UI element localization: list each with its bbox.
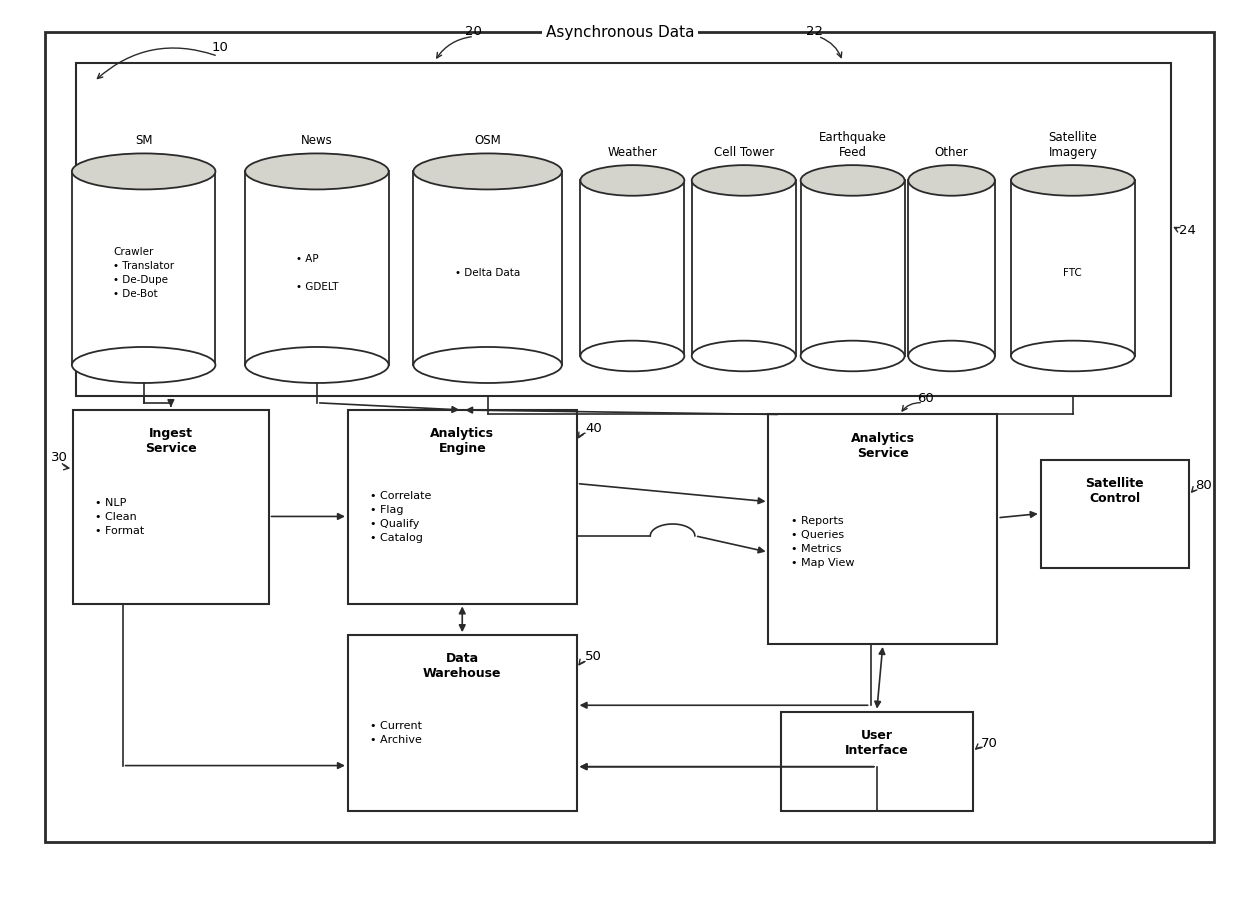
- Text: • Delta Data: • Delta Data: [455, 268, 521, 278]
- Text: Satellite
Imagery: Satellite Imagery: [1048, 131, 1097, 159]
- Ellipse shape: [413, 154, 562, 190]
- Text: Earthquake
Feed: Earthquake Feed: [818, 131, 887, 159]
- Text: • Current
• Archive: • Current • Archive: [370, 720, 422, 744]
- Ellipse shape: [246, 154, 388, 190]
- Text: 40: 40: [585, 421, 603, 434]
- Text: Weather: Weather: [608, 146, 657, 159]
- Ellipse shape: [692, 166, 796, 197]
- Text: Cell Tower: Cell Tower: [713, 146, 774, 159]
- Text: • Correlate
• Flag
• Qualify
• Catalog: • Correlate • Flag • Qualify • Catalog: [370, 491, 432, 543]
- Text: User
Interface: User Interface: [844, 728, 909, 756]
- Bar: [908, 181, 994, 356]
- Bar: [801, 181, 904, 356]
- Bar: [781, 712, 972, 811]
- Text: 10: 10: [212, 41, 228, 54]
- Text: Crawler
• Translator
• De-Dupe
• De-Bot: Crawler • Translator • De-Dupe • De-Bot: [113, 247, 175, 299]
- Text: 30: 30: [51, 450, 68, 463]
- Bar: [246, 172, 388, 365]
- Ellipse shape: [580, 341, 684, 372]
- Text: • Reports
• Queries
• Metrics
• Map View: • Reports • Queries • Metrics • Map View: [791, 515, 854, 567]
- Ellipse shape: [908, 166, 994, 197]
- Bar: [76, 64, 1171, 397]
- Ellipse shape: [580, 166, 684, 197]
- Text: 50: 50: [585, 649, 603, 663]
- Bar: [72, 172, 216, 365]
- Text: Analytics
Service: Analytics Service: [851, 431, 915, 459]
- Ellipse shape: [908, 341, 994, 372]
- Text: • AP

• GDELT: • AP • GDELT: [295, 253, 339, 291]
- Bar: [413, 172, 562, 365]
- Ellipse shape: [1011, 166, 1135, 197]
- Ellipse shape: [246, 347, 388, 383]
- Text: 20: 20: [465, 24, 482, 38]
- Ellipse shape: [801, 166, 904, 197]
- Ellipse shape: [72, 154, 216, 190]
- Ellipse shape: [801, 341, 904, 372]
- Ellipse shape: [1011, 341, 1135, 372]
- Ellipse shape: [413, 347, 562, 383]
- Text: 70: 70: [981, 736, 998, 749]
- Ellipse shape: [72, 347, 216, 383]
- Text: Analytics
Engine: Analytics Engine: [430, 427, 495, 455]
- Bar: [1040, 460, 1189, 568]
- Text: 60: 60: [916, 391, 934, 404]
- Text: 22: 22: [806, 24, 822, 38]
- Bar: [1011, 181, 1135, 356]
- Text: Ingest
Service: Ingest Service: [145, 427, 197, 455]
- Text: • NLP
• Clean
• Format: • NLP • Clean • Format: [95, 498, 145, 536]
- Text: FTC: FTC: [1064, 267, 1083, 278]
- Text: Satellite
Control: Satellite Control: [1085, 476, 1145, 504]
- Bar: [73, 410, 269, 603]
- Bar: [347, 635, 577, 811]
- Text: 24: 24: [1179, 224, 1197, 236]
- Bar: [580, 181, 684, 356]
- Text: Asynchronous Data: Asynchronous Data: [546, 25, 694, 41]
- Bar: [692, 181, 796, 356]
- Ellipse shape: [692, 341, 796, 372]
- Text: Other: Other: [935, 146, 968, 159]
- Bar: [769, 415, 997, 644]
- Text: Data
Warehouse: Data Warehouse: [423, 651, 501, 679]
- Text: 80: 80: [1195, 479, 1211, 492]
- Text: OSM: OSM: [474, 134, 501, 147]
- Text: SM: SM: [135, 134, 153, 147]
- Bar: [347, 410, 577, 603]
- Text: News: News: [301, 134, 332, 147]
